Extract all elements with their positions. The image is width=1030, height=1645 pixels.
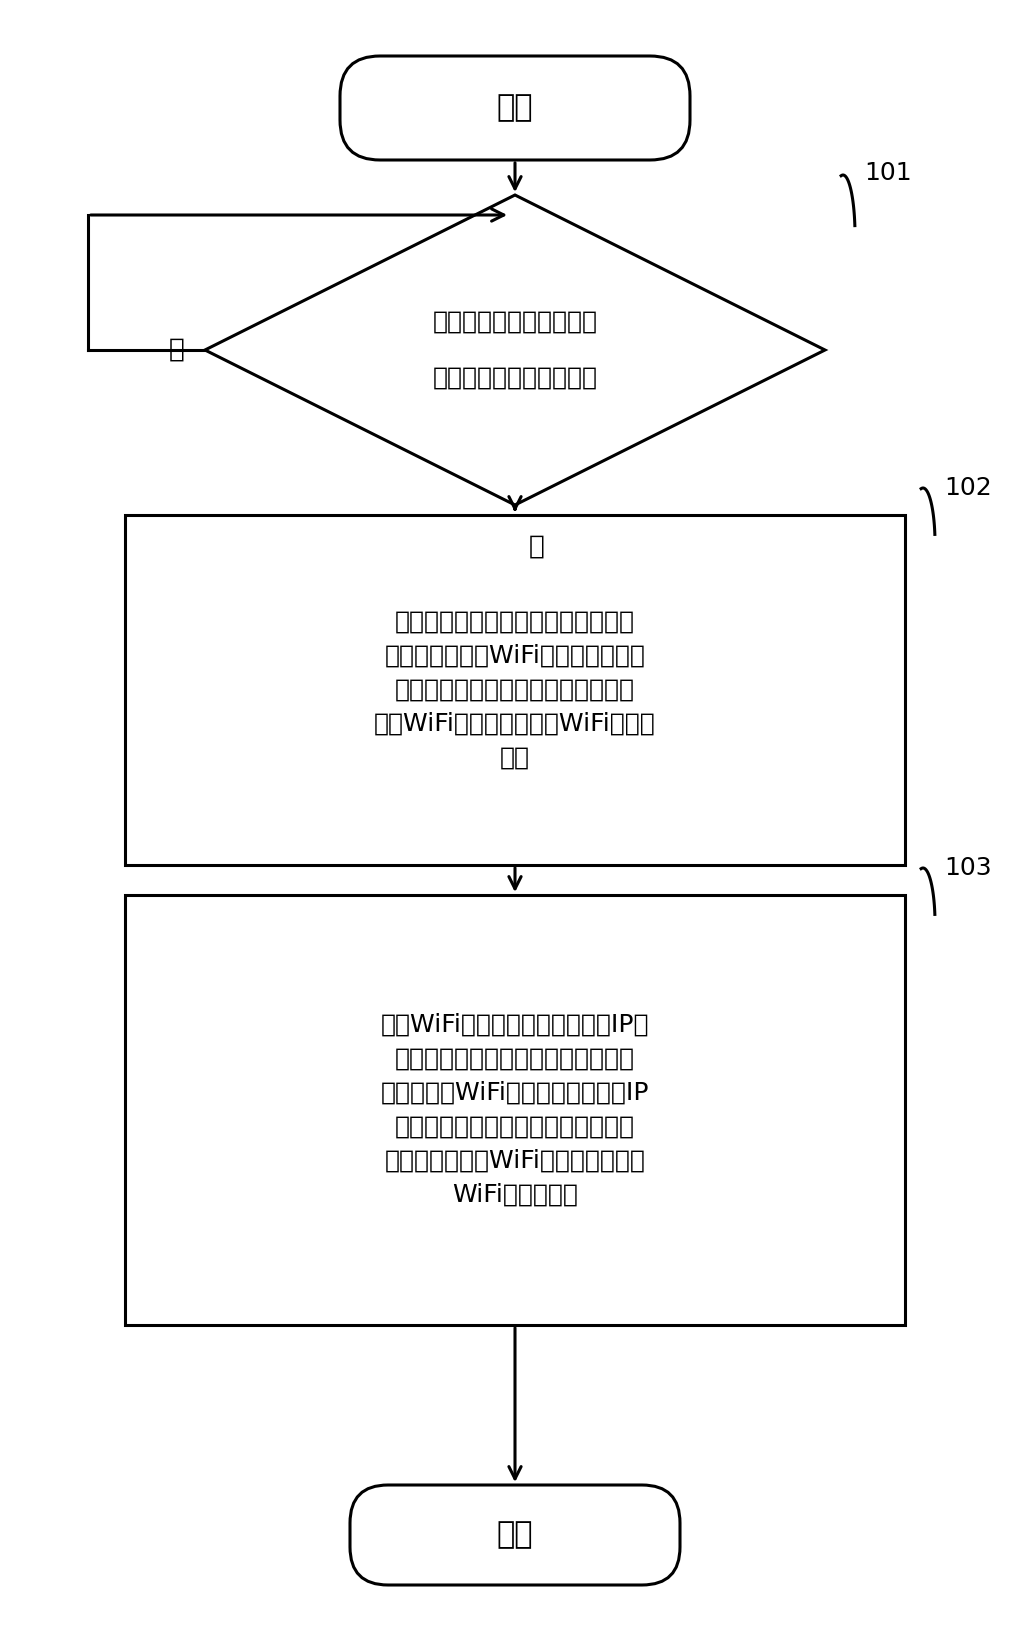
FancyBboxPatch shape [350, 1485, 680, 1586]
Text: 是: 是 [529, 535, 545, 559]
Text: 握手信息一致，如果不一致，则判定: 握手信息一致，如果不一致，则判定 [394, 678, 636, 702]
Text: 结束: 结束 [496, 1520, 534, 1550]
Text: 接入WiFi网络后，获取到达指定IP地: 接入WiFi网络后，获取到达指定IP地 [381, 1013, 649, 1036]
Text: 近一次接入WiFi网络时到达该指定IP: 近一次接入WiFi网络时到达该指定IP [381, 1081, 649, 1105]
Text: WiFi网络的风险: WiFi网络的风险 [452, 1183, 578, 1207]
Text: 判断该四次握手包中的握手信息是否: 判断该四次握手包中的握手信息是否 [394, 610, 636, 633]
Text: 当前WiFi网络存在属于伪WiFi网络的: 当前WiFi网络存在属于伪WiFi网络的 [374, 712, 656, 735]
Text: 开始: 开始 [496, 94, 534, 122]
Text: 址的第一路由，判断该第一路由与最: 址的第一路由，判断该第一路由与最 [394, 1046, 636, 1071]
Text: 致，则判定当前WiFi网络存在属于伪: 致，则判定当前WiFi网络存在属于伪 [384, 1148, 646, 1173]
Text: 监测当前网络通信数据包: 监测当前网络通信数据包 [433, 309, 597, 334]
Text: 与最近一次接入WiFi网络时所使用的: 与最近一次接入WiFi网络时所使用的 [384, 643, 646, 668]
Text: 101: 101 [864, 161, 912, 184]
Text: 中是否有四次握手包出现: 中是否有四次握手包出现 [433, 365, 597, 390]
Text: 地址的第二路由是否一致，如果不一: 地址的第二路由是否一致，如果不一 [394, 1115, 636, 1138]
FancyBboxPatch shape [340, 56, 690, 160]
Text: 否: 否 [169, 337, 185, 364]
Bar [125, 515, 905, 865]
Text: 102: 102 [945, 475, 992, 500]
Bar [125, 895, 905, 1324]
Text: 103: 103 [945, 855, 992, 880]
Polygon shape [205, 196, 825, 505]
Text: 风险: 风险 [500, 745, 530, 770]
